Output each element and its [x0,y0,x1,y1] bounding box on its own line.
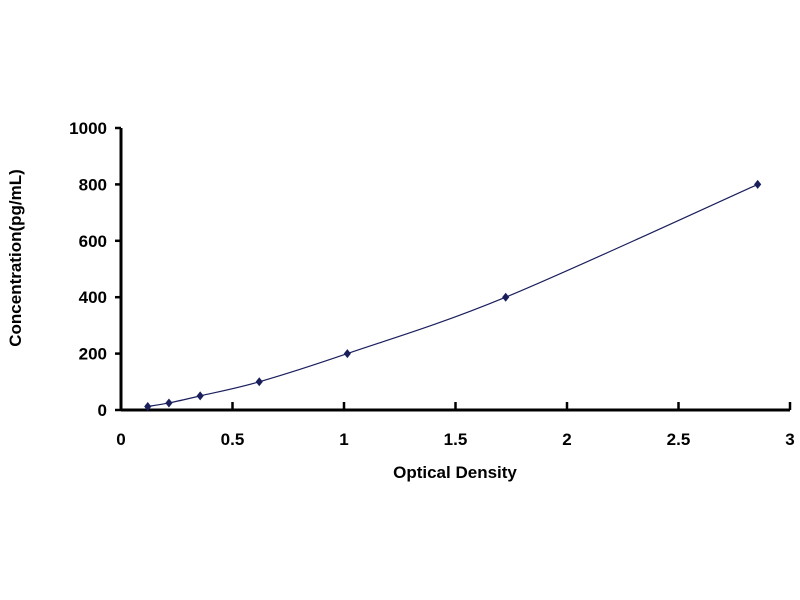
y-tick-label: 400 [79,288,107,307]
fit-curve [147,183,758,408]
y-tick-label: 1000 [69,119,107,138]
y-axis-label: Concentration(pg/mL) [6,169,25,347]
x-ticks: 0 0.5 1 1.5 2 2.5 3 [116,402,795,449]
x-axis-label: Optical Density [393,463,517,482]
y-tick-label: 200 [79,345,107,364]
x-tick-label: 2.5 [667,430,691,449]
x-tick-label: 1 [339,430,348,449]
x-tick-label: 2 [562,430,571,449]
data-point [754,179,762,189]
x-tick-label: 3 [785,430,794,449]
y-tick-label: 0 [98,401,107,420]
x-tick-label: 0.5 [221,430,245,449]
y-tick-label: 600 [79,232,107,251]
data-point [255,377,263,387]
y-ticks: 0 200 400 600 800 1000 [69,119,121,420]
x-tick-label: 0 [116,430,125,449]
data-point [165,398,173,408]
data-point [502,292,510,302]
y-tick-label: 800 [79,175,107,194]
data-points [144,179,762,411]
data-point [343,349,351,359]
data-point [144,401,152,411]
x-tick-label: 1.5 [444,430,468,449]
data-point [196,391,204,401]
axes [119,128,790,412]
